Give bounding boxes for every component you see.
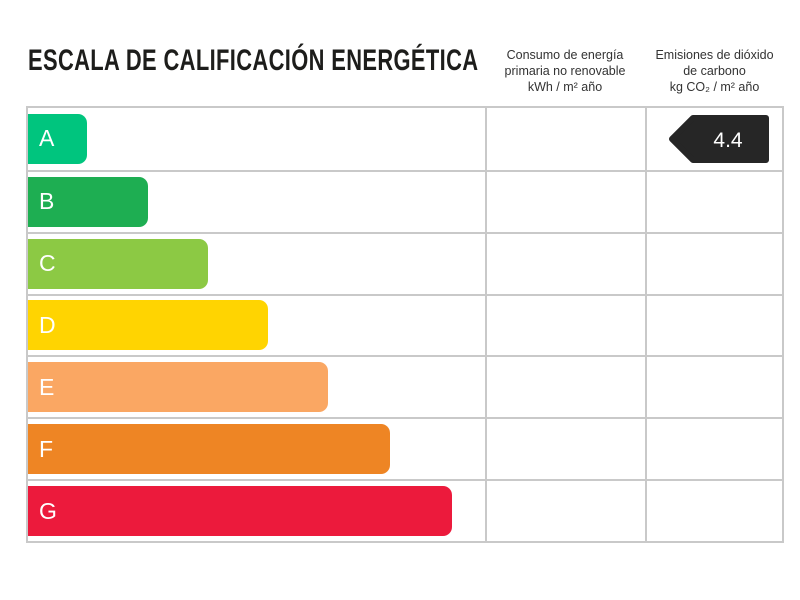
emisiones-cell-a: 4.4 xyxy=(645,108,782,170)
page-title: ESCALA DE CALIFICACIÓN ENERGÉTICA xyxy=(28,44,645,78)
rating-letter-d: D xyxy=(39,311,56,338)
emisiones-cell-e xyxy=(645,355,782,418)
rating-row-c: C xyxy=(28,231,485,294)
column-header-emisiones: Emisiones de dióxido de carbono kg CO₂ /… xyxy=(645,47,784,95)
rating-bar-f: F xyxy=(28,424,390,475)
emisiones-cell-c xyxy=(645,231,782,294)
emisiones-cell-f xyxy=(645,417,782,480)
rating-row-a: A xyxy=(28,108,485,170)
rating-row-b: B xyxy=(28,169,485,232)
consumo-cell-c xyxy=(485,231,645,294)
rating-letter-f: F xyxy=(39,435,54,462)
consumo-cell-e xyxy=(485,355,645,418)
rating-bar-c: C xyxy=(28,238,208,289)
rating-bar-b: B xyxy=(28,176,148,227)
consumo-cell-d xyxy=(485,293,645,356)
rating-table: A 4.4 B C D xyxy=(26,106,784,543)
consumo-header-line3: kWh / m² año xyxy=(527,80,603,94)
rating-bar-d: D xyxy=(28,300,268,351)
rating-row-d: D xyxy=(28,293,485,356)
rating-letter-e: E xyxy=(39,373,55,400)
rating-letter-g: G xyxy=(39,497,57,524)
rating-bar-g: G xyxy=(28,486,452,537)
rating-letter-c: C xyxy=(39,250,56,277)
consumo-header-line2: primaria no renovable xyxy=(504,64,626,78)
consumo-cell-b xyxy=(485,169,645,232)
rating-row-f: F xyxy=(28,417,485,480)
rating-row-g: G xyxy=(28,479,485,541)
emisiones-header-line2: de carbono xyxy=(683,64,746,78)
consumo-cell-g xyxy=(485,479,645,541)
emisiones-cell-b xyxy=(645,169,782,232)
rating-bar-a: A xyxy=(28,113,87,164)
rating-letter-a: A xyxy=(39,125,55,152)
rating-bar-e: E xyxy=(28,362,328,413)
consumo-cell-a xyxy=(485,108,645,170)
emisiones-cell-g xyxy=(645,479,782,541)
page-title-text: ESCALA DE CALIFICACIÓN ENERGÉTICA xyxy=(28,44,479,77)
emisiones-cell-d xyxy=(645,293,782,356)
emissions-indicator-value: 4.4 xyxy=(713,129,743,152)
consumo-cell-f xyxy=(485,417,645,480)
emisiones-header-line1: Emisiones de dióxido xyxy=(655,48,774,62)
column-header-consumo: Consumo de energía primaria no renovable… xyxy=(485,47,645,95)
rating-row-e: E xyxy=(28,355,485,418)
rating-letter-b: B xyxy=(39,188,55,215)
emissions-indicator-tag: 4.4 xyxy=(669,114,769,163)
emissions-indicator-shape xyxy=(669,114,769,163)
emisiones-header-line3: kg CO₂ / m² año xyxy=(669,80,760,94)
consumo-header-line1: Consumo de energía xyxy=(506,48,624,62)
